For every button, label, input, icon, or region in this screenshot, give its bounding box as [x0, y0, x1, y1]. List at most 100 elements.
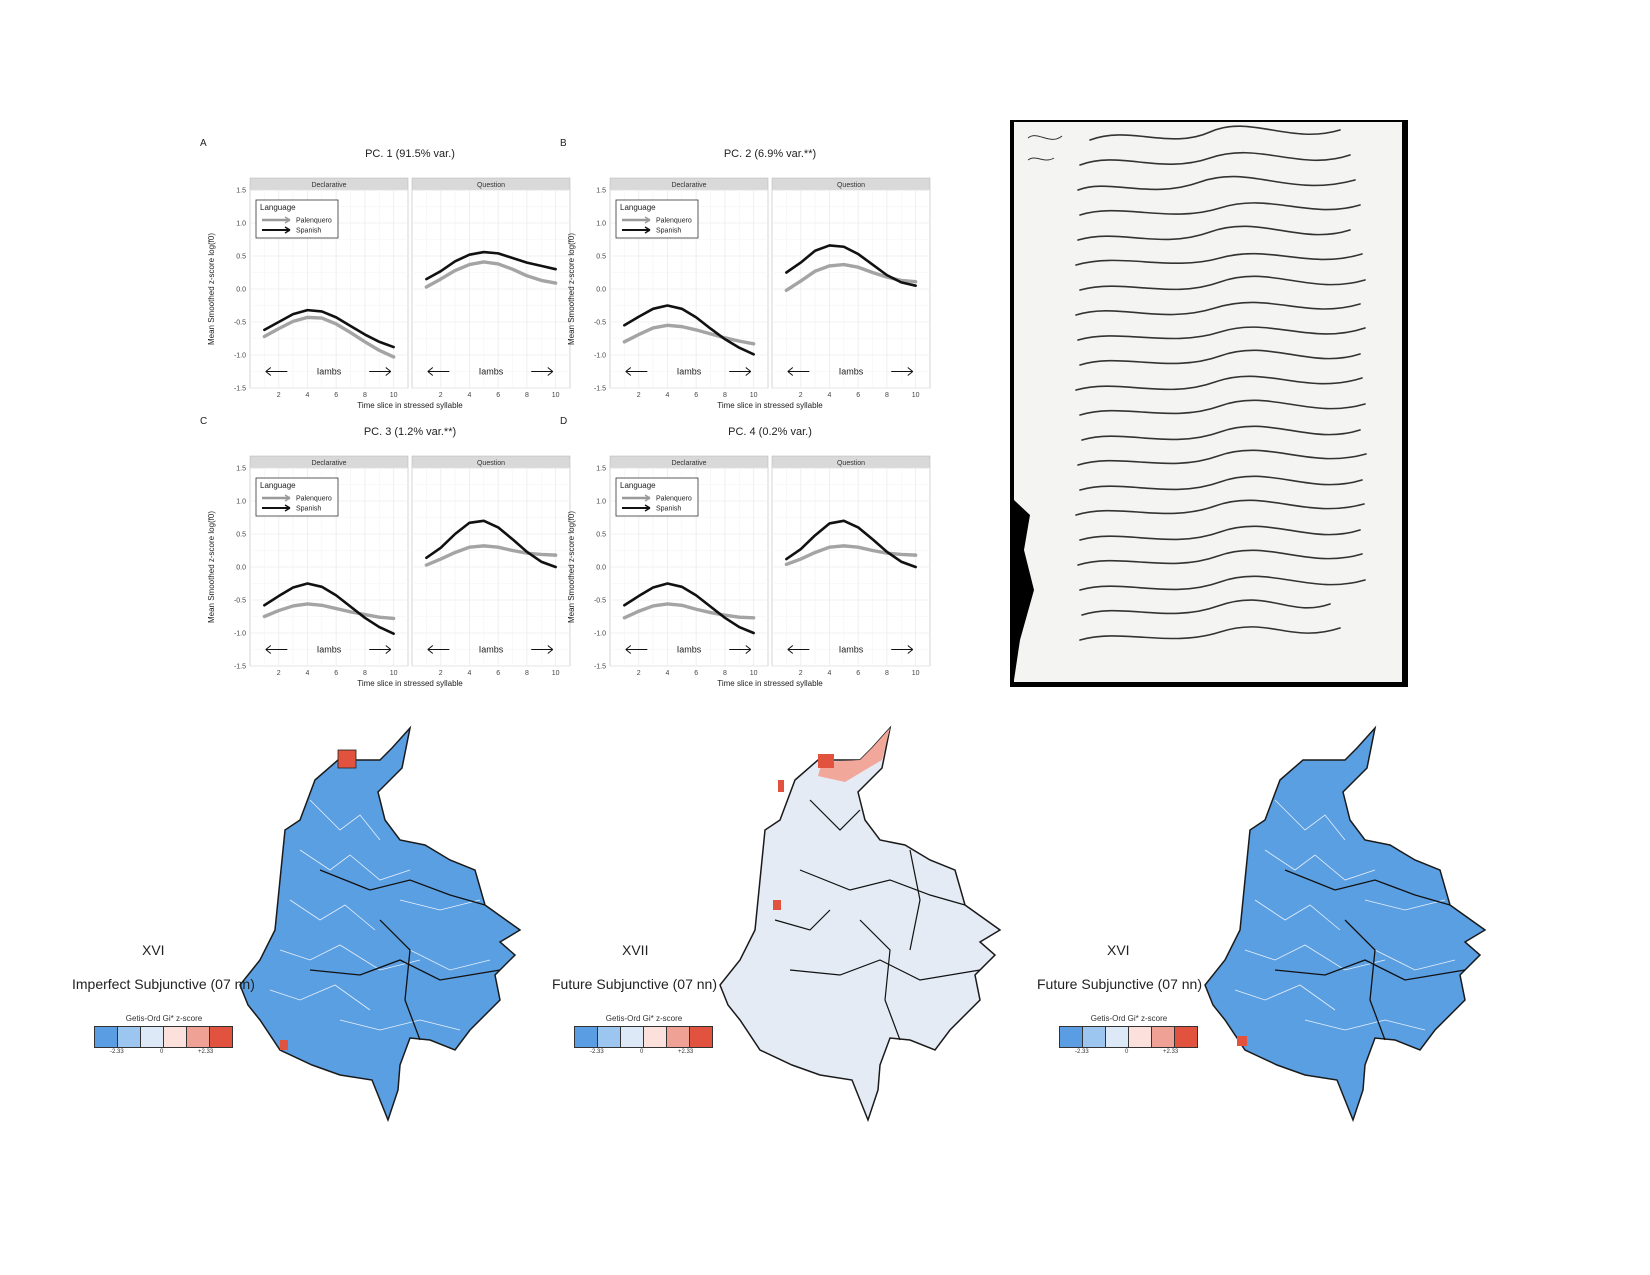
map-caption: Future Subjunctive (07 nn) [552, 976, 717, 992]
series-line-palenquero [424, 260, 558, 289]
x-tick-label: 8 [525, 670, 529, 677]
map-panel-1: XVI Imperfect Subjunctive (07 nn) Getis-… [72, 720, 560, 1140]
legend-swatch [141, 1027, 164, 1047]
x-tick-label: 4 [666, 392, 670, 399]
annotation-label: Iambs [317, 645, 342, 655]
y-tick-label: 0.5 [236, 254, 246, 261]
x-tick-label: 10 [912, 392, 920, 399]
map-panel-2: XVII Future Subjunctive (07 nn) Getis-Or… [552, 720, 1040, 1140]
facet-label: Declarative [671, 460, 706, 467]
annotation-label: Iambs [479, 645, 504, 655]
x-axis-label: Time slice in stressed syllable [357, 679, 463, 688]
series-line-spanish [425, 250, 557, 281]
y-tick-label: -1.5 [594, 386, 606, 393]
municipal-borders [1234, 799, 1456, 1031]
legend-entry: Palenquero [296, 218, 332, 225]
x-tick-label: 10 [552, 670, 560, 677]
legend-title: Language [620, 203, 656, 212]
legend-swatch [1083, 1027, 1106, 1047]
legend-title: Language [260, 203, 296, 212]
series-line-spanish [785, 244, 917, 288]
x-tick-label: 8 [363, 670, 367, 677]
x-tick-label: 6 [694, 670, 698, 677]
facet-label: Question [837, 460, 865, 467]
annotation-arrowhead [265, 367, 272, 376]
legend-title: Getis-Ord Gi* z-score [605, 1014, 683, 1023]
annotation-label: Iambs [839, 645, 864, 655]
legend-swatch [1106, 1027, 1129, 1047]
series-line-palenquero [262, 602, 396, 621]
legend-entry: Palenquero [656, 496, 692, 503]
y-tick-label: 1.5 [596, 466, 606, 473]
x-tick-label: 6 [334, 670, 338, 677]
hotspot-coast-pink [818, 728, 890, 782]
y-tick-label: -0.5 [594, 598, 606, 605]
map-century-label: XVII [622, 942, 649, 958]
map-legend: Getis-Ord Gi* z-score -2.33 0 +2.33 [94, 1014, 234, 1058]
legend-entry: Palenquero [656, 218, 692, 225]
x-tick-label: 2 [637, 670, 641, 677]
legend-tick: -2.33 [1075, 1049, 1089, 1055]
x-tick-label: 8 [885, 670, 889, 677]
chart-title: PC. 1 (91.5% var.) [365, 148, 455, 160]
chart-title: PC. 4 (0.2% var.) [728, 426, 812, 438]
chart-title: PC. 2 (6.9% var.**) [724, 148, 816, 160]
y-axis-label: Mean Smoothed z-score log(f0) [567, 233, 576, 345]
x-tick-label: 8 [525, 392, 529, 399]
annotation-label: Iambs [677, 367, 702, 377]
y-axis-label: Mean Smoothed z-score log(f0) [207, 511, 216, 623]
y-tick-label: 0.0 [236, 287, 246, 294]
hotspot-north [818, 754, 834, 768]
x-tick-label: 2 [439, 392, 443, 399]
facet-label: Question [837, 182, 865, 189]
annotation-arrowhead [625, 645, 632, 654]
annotation-arrowhead [385, 645, 392, 654]
map-panel-3: XVI Future Subjunctive (07 nn) Getis-Ord… [1037, 720, 1525, 1140]
legend-swatch [644, 1027, 667, 1047]
municipal-borders [269, 799, 491, 1031]
legend-swatch [690, 1027, 712, 1047]
map-caption: Future Subjunctive (07 nn) [1037, 976, 1202, 992]
legend-tick: +2.33 [1163, 1049, 1179, 1055]
legend-swatch [95, 1027, 118, 1047]
annotation-label: Iambs [839, 367, 864, 377]
x-tick-label: 4 [828, 392, 832, 399]
y-tick-label: 1.0 [236, 221, 246, 228]
x-tick-label: 10 [552, 392, 560, 399]
x-tick-label: 6 [694, 392, 698, 399]
facet-label: Declarative [311, 460, 346, 467]
facet-label: Declarative [311, 182, 346, 189]
x-tick-label: 8 [885, 392, 889, 399]
x-tick-label: 10 [390, 392, 398, 399]
legend-swatches [574, 1026, 713, 1048]
legend-swatch-arrowhead [644, 504, 651, 512]
hotspot-north [337, 749, 357, 769]
pc-line-charts: A PC. 1 (91.5% var.) -1.5 -1.0 -0.5 0.0 0.5 1.0… [200, 138, 931, 688]
x-tick-label: 8 [363, 392, 367, 399]
department-borders [309, 869, 501, 1041]
legend-swatch-arrowhead [284, 216, 291, 224]
legend-swatch-arrowhead [284, 504, 291, 512]
legend-swatch-arrowhead [644, 216, 651, 224]
y-tick-label: 1.5 [236, 466, 246, 473]
map-caption: Imperfect Subjunctive (07 nn) [72, 976, 255, 992]
series-line-palenquero [262, 315, 396, 359]
legend-swatch [118, 1027, 141, 1047]
annotation-arrowhead [265, 645, 272, 654]
x-tick-label: 4 [306, 670, 310, 677]
series-line-palenquero [424, 544, 558, 567]
y-tick-label: -0.5 [594, 320, 606, 327]
legend-title: Language [620, 481, 656, 490]
annotation-arrowhead [907, 367, 914, 376]
legend-tick: 0 [1125, 1049, 1129, 1055]
annotation-arrowhead [787, 367, 794, 376]
x-tick-label: 4 [468, 670, 472, 677]
x-axis-label: Time slice in stressed syllable [717, 401, 823, 410]
series-line-spanish [785, 519, 917, 569]
annotation-arrowhead [625, 367, 632, 376]
legend-swatch [1175, 1027, 1197, 1047]
facet-label: Declarative [671, 182, 706, 189]
series-line-spanish [425, 519, 557, 569]
hotspot-west [778, 780, 784, 792]
legend-swatch [164, 1027, 187, 1047]
